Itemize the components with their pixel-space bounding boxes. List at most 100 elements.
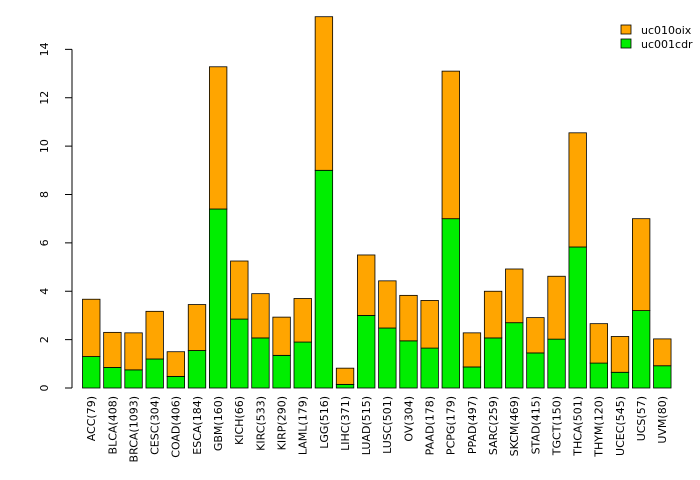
bar-segment-uc010oix [399,294,418,342]
bar-segment-uc001cdr [526,352,545,389]
bar-segment-uc001cdr [610,371,630,389]
bar-segment-uc001cdr [124,369,143,389]
bar-segment-uc010oix [251,293,270,339]
bar-segment-uc010oix [610,336,630,373]
bar-segment-uc001cdr [251,337,270,389]
x-tick-label: THCA(501) [572,396,585,457]
bar-segment-uc010oix [166,351,186,377]
bar-segment-uc001cdr [632,310,651,389]
x-tick-label: TGCT(150) [550,396,563,456]
bar-segment-uc010oix [378,280,397,329]
legend-label-uc001cdr: uc001cdr [641,38,693,51]
x-tick-label: LAML(179) [297,396,310,455]
x-tick-label: OV(304) [402,396,415,442]
x-tick-label: PPAD(497) [466,396,479,454]
bar-segment-uc001cdr [399,340,418,389]
y-axis: 0 2 4 6 8 10 12 14 [38,42,73,392]
bar-segment-uc001cdr [145,358,164,389]
bar-segment-uc001cdr [272,354,291,389]
y-tick-label: 12 [38,91,51,105]
bar-segment-uc010oix [272,316,291,356]
bar-segment-uc010oix [293,298,312,343]
bar-segment-uc001cdr [208,208,228,389]
legend-swatch-uc010oix [620,24,632,35]
y-tick-label: 6 [38,239,51,246]
bar-segment-uc001cdr [357,315,376,389]
x-tick-label: ESCA(184) [191,396,204,455]
x-tick-label: GBM(160) [212,396,225,451]
legend-swatch-uc001cdr [620,38,632,49]
x-tick-label: LIHC(371) [339,396,352,451]
x-axis-labels: ACC(79) BLCA(408) BRCA(1093) CESC(304) COAD(… [85,396,669,462]
bar-segment-uc001cdr [103,367,122,389]
bar-segment-uc010oix [632,218,651,311]
bar-segment-uc001cdr [230,318,249,389]
x-tick-label: KIRP(290) [275,396,288,450]
x-tick-label: SKCM(469) [508,396,521,456]
bar-segment-uc001cdr [378,327,397,389]
bar-segment-uc001cdr [568,246,587,389]
x-tick-label: LGG(516) [318,396,331,449]
bar-segment-uc001cdr [314,169,334,389]
bar-segment-uc001cdr [293,341,312,389]
x-tick-label: UCS(57) [635,396,648,441]
bar-segment-uc001cdr [505,322,524,389]
x-tick-label: BLCA(408) [106,396,119,454]
bar-segment-uc010oix [526,317,545,354]
y-tick-label: 10 [38,139,51,153]
y-tick-label: 0 [38,385,51,392]
bar-segment-uc010oix [357,254,376,316]
y-tick-label: 4 [38,288,51,295]
bar-segment-uc001cdr [589,362,608,389]
x-tick-label: UCEC(545) [614,396,627,456]
x-tick-label: KICH(66) [233,396,246,445]
bar-segment-uc010oix [420,300,439,349]
x-tick-label: PAAD(178) [424,396,437,455]
bar-segment-uc010oix [124,332,143,371]
bar-segment-uc010oix [314,16,334,171]
bar-segment-uc010oix [230,260,249,320]
legend-label-uc010oix: uc010oix [641,24,692,37]
x-tick-label: UVM(80) [656,396,669,444]
bar-segment-uc010oix [82,298,101,357]
bar-segment-uc001cdr [187,350,207,389]
bar-segment-uc001cdr [547,338,566,389]
x-tick-label: KIRC(533) [254,396,267,451]
bar-segment-uc001cdr [82,356,101,389]
bar-series-group [82,16,672,389]
x-tick-label: SARC(259) [487,396,500,455]
x-tick-label: THYM(120) [593,396,606,458]
y-tick-label: 8 [38,191,51,198]
bar-segment-uc010oix [462,332,482,368]
bar-segment-uc001cdr [335,383,355,389]
bar-segment-uc010oix [208,66,228,210]
bar-segment-uc001cdr [462,366,482,389]
x-tick-label: LUSC(501) [381,396,394,454]
bar-segment-uc010oix [103,331,122,368]
bar-segment-uc010oix [505,268,524,324]
bar-segment-uc001cdr [483,337,503,389]
x-tick-label: LUAD(515) [360,396,373,455]
bar-segment-uc001cdr [420,347,439,389]
bar-segment-uc010oix [335,367,355,385]
bar-segment-uc010oix [145,310,164,360]
x-tick-label: COAD(406) [170,396,183,458]
bar-segment-uc010oix [187,304,207,351]
bar-segment-uc001cdr [441,218,460,389]
y-tick-label: 14 [38,42,51,56]
bar-segment-uc010oix [568,132,587,248]
bar-segment-uc010oix [589,323,608,364]
bar-segment-uc001cdr [653,365,672,389]
x-tick-label: CESC(304) [149,396,162,455]
x-tick-label: BRCA(1093) [127,396,140,462]
bar-segment-uc010oix [441,70,460,220]
bar-segment-uc010oix [653,338,672,367]
y-tick-label: 2 [38,336,51,343]
x-tick-label: STAD(415) [529,396,542,454]
bar-segment-uc010oix [483,290,503,339]
x-tick-label: ACC(79) [85,396,98,441]
x-tick-label: PCPG(179) [445,396,458,455]
bar-segment-uc001cdr [166,375,186,389]
